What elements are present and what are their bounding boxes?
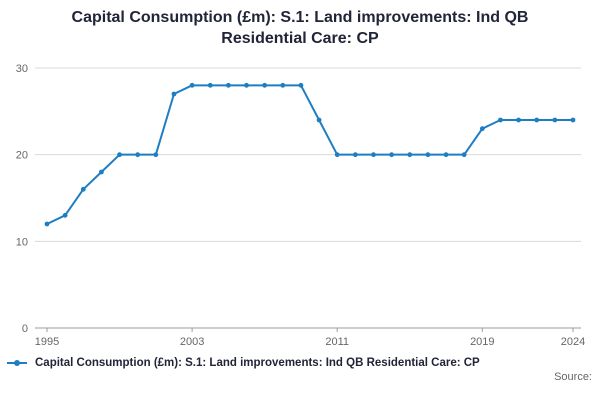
data-point xyxy=(407,151,413,157)
y-tick-label: 0 xyxy=(22,323,28,335)
data-point xyxy=(298,82,304,88)
data-point xyxy=(371,151,376,157)
data-point xyxy=(316,117,322,122)
x-tick-label: 2003 xyxy=(180,336,204,348)
data-point xyxy=(498,117,503,122)
data-point xyxy=(425,151,431,157)
chart-area: 0 10 20 30 1995 2003 2011 2019 2024 xyxy=(0,50,600,355)
data-point xyxy=(80,186,86,192)
data-line xyxy=(46,83,574,225)
data-point xyxy=(244,82,249,88)
data-point xyxy=(352,151,358,157)
data-point xyxy=(135,151,141,157)
data-point xyxy=(389,151,395,157)
x-tick-label: 1995 xyxy=(35,336,59,348)
data-point xyxy=(443,151,449,157)
data-point xyxy=(189,82,195,88)
chart-title: Capital Consumption (£m): S.1: Land impr… xyxy=(71,9,529,47)
data-point xyxy=(334,151,340,157)
y-tick-label: 20 xyxy=(16,149,28,161)
data-point xyxy=(534,117,540,122)
legend-label: Capital Consumption (£m): S.1: Land impr… xyxy=(35,356,480,369)
x-tick-label: 2011 xyxy=(325,336,349,348)
x-tick-label: 2024 xyxy=(561,336,585,348)
data-point xyxy=(262,82,268,88)
data-point xyxy=(117,151,122,157)
y-tick-label: 30 xyxy=(16,63,28,75)
data-point xyxy=(207,82,213,88)
data-point xyxy=(44,221,50,226)
data-point xyxy=(171,91,177,96)
source-label: Source: xyxy=(554,370,592,383)
data-point xyxy=(153,151,159,157)
data-point xyxy=(280,82,286,88)
data-point xyxy=(479,125,485,131)
y-tick-label: 10 xyxy=(16,236,28,248)
data-point xyxy=(62,212,68,218)
data-point xyxy=(461,151,467,157)
data-point xyxy=(99,169,104,174)
data-point xyxy=(516,117,521,122)
legend: Capital Consumption (£m): S.1: Land impr… xyxy=(0,355,600,369)
data-point xyxy=(570,117,576,122)
x-tick-label: 2019 xyxy=(470,336,494,348)
data-point xyxy=(552,117,558,122)
legend-line-marker-icon xyxy=(7,359,27,366)
data-point xyxy=(225,82,231,88)
chart-svg: 0 10 20 30 1995 2003 2011 2019 2024 xyxy=(16,63,585,348)
